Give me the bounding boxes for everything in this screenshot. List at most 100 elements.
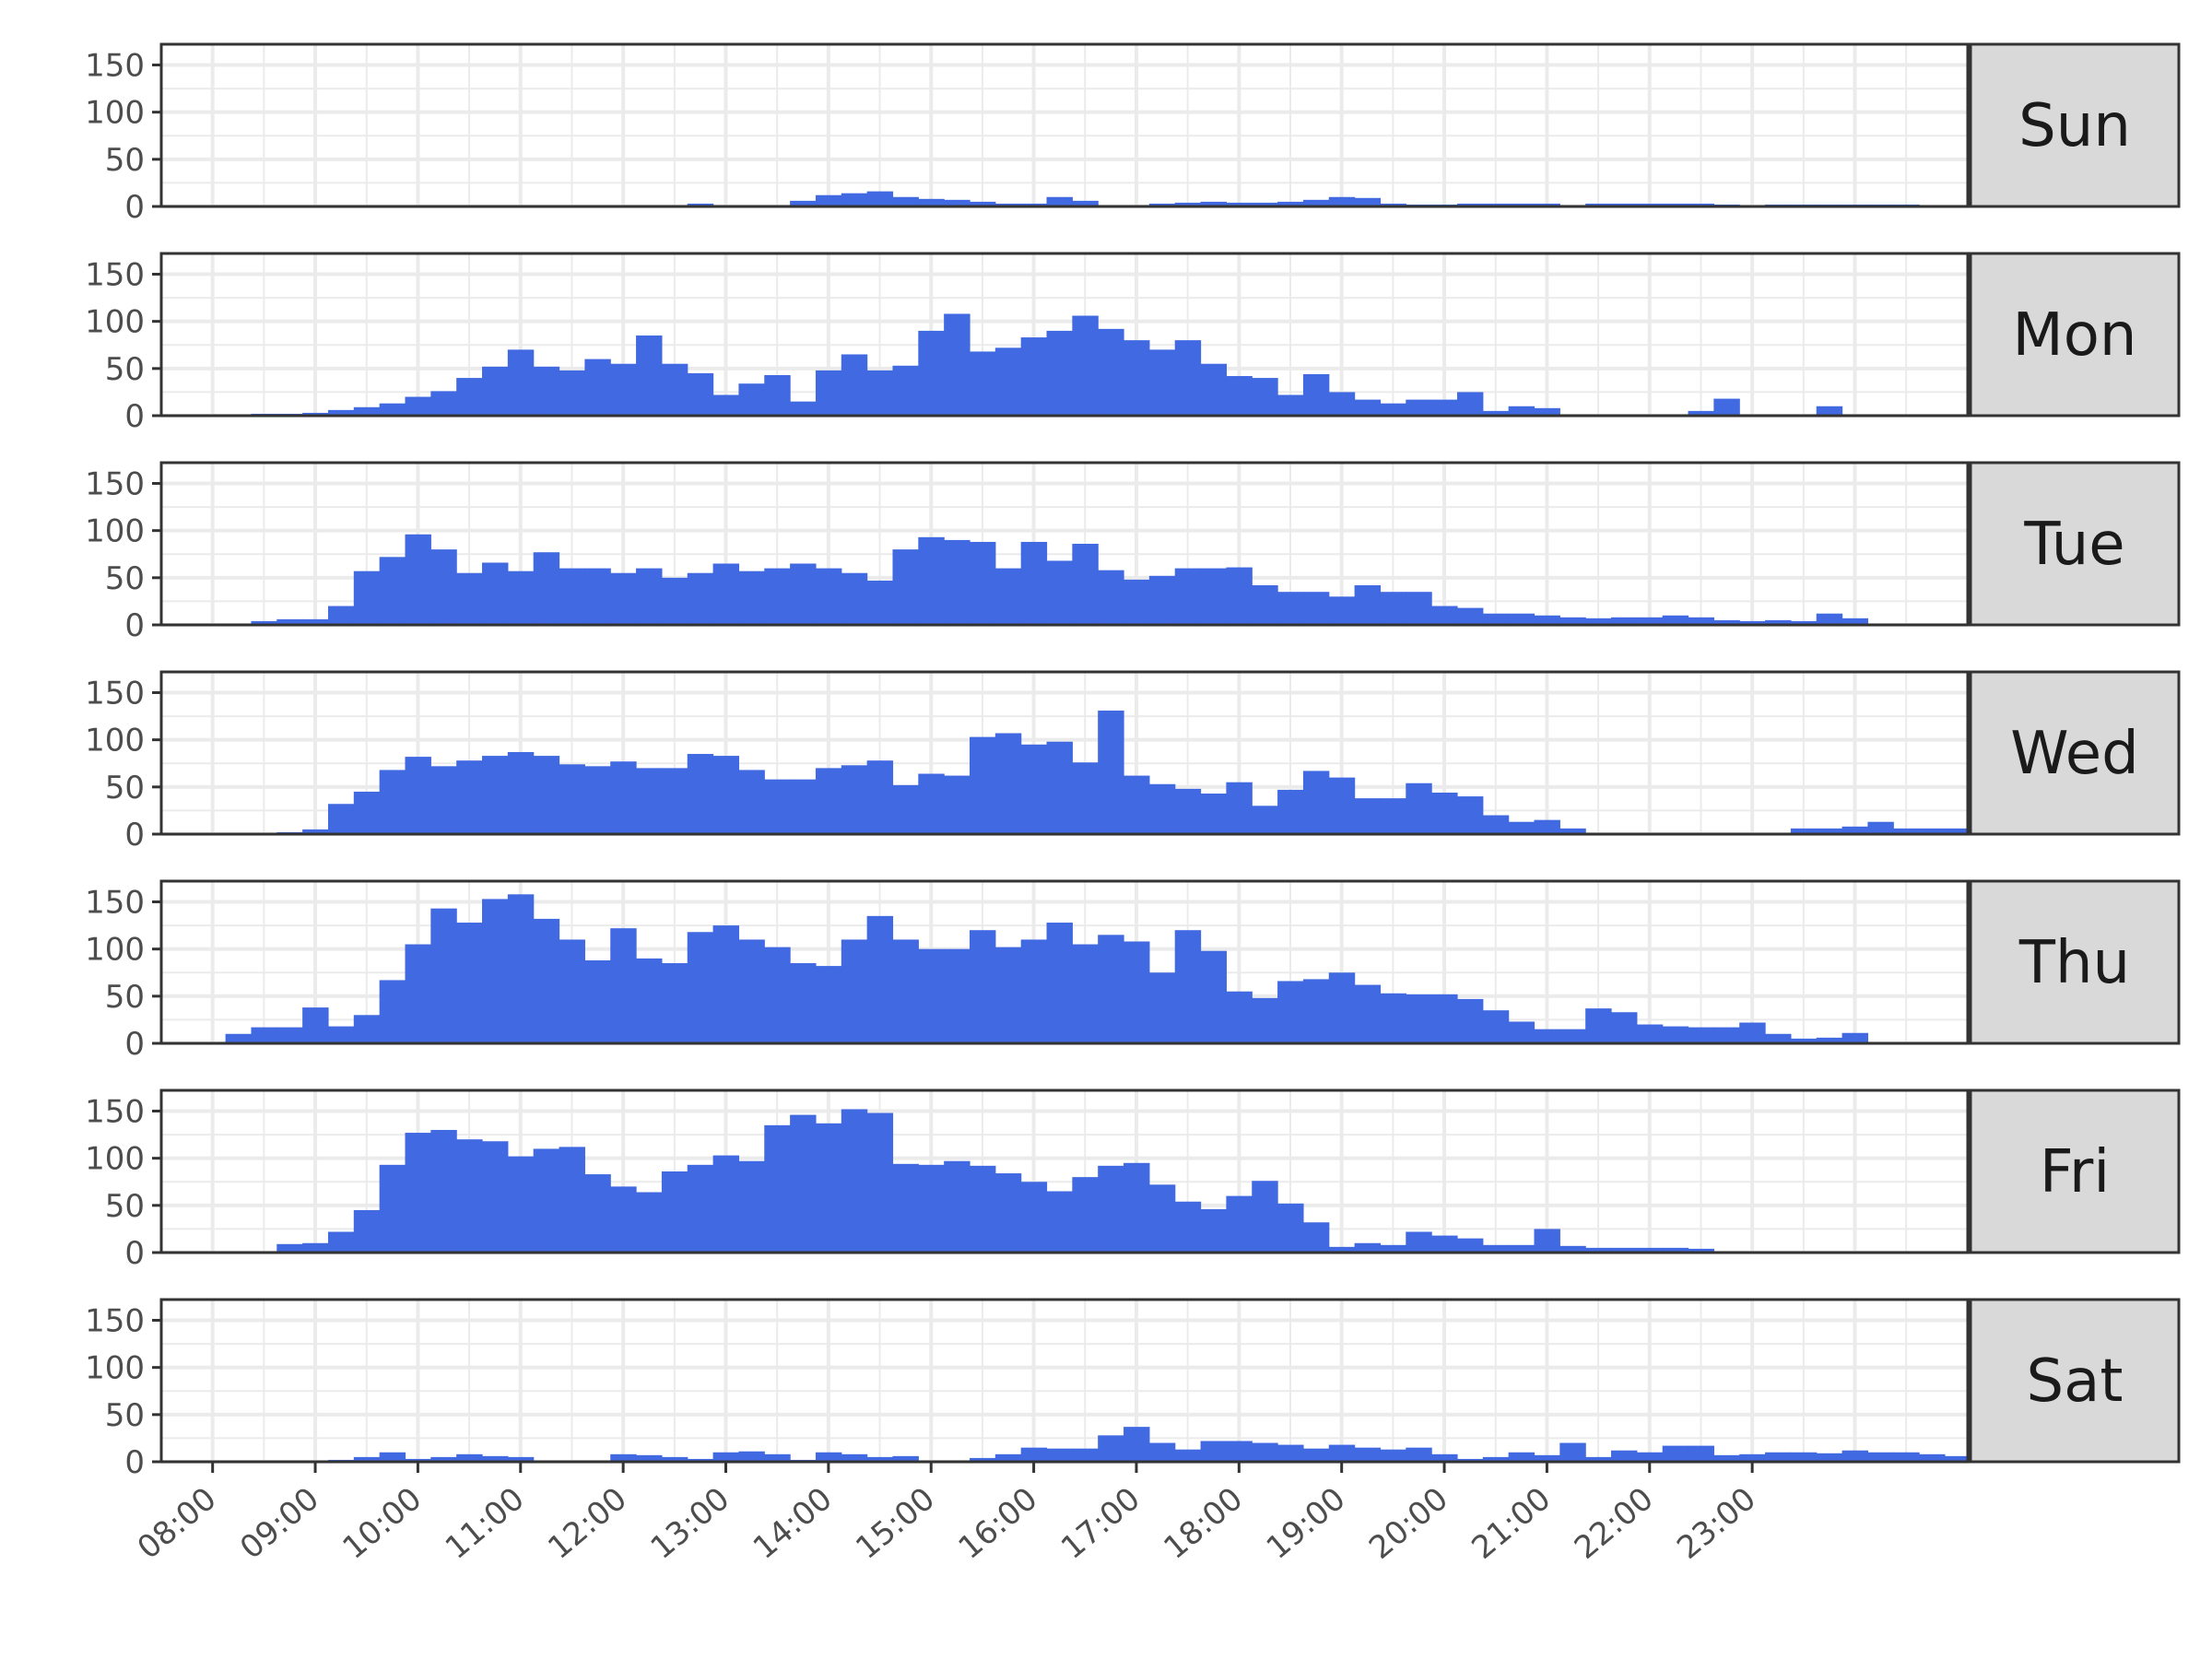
histogram-bar <box>994 1453 1022 1462</box>
histogram-bar <box>712 1155 740 1253</box>
y-tick-label: 0 <box>124 398 145 435</box>
panel-border <box>159 252 1970 418</box>
y-tick-label: 150 <box>85 1094 145 1131</box>
histogram-bar <box>918 198 945 206</box>
histogram-bar <box>1277 592 1304 625</box>
histogram-bar <box>1200 1208 1227 1253</box>
histogram-bar <box>1354 1447 1382 1462</box>
facet-strip <box>1969 879 2181 1045</box>
histogram-bar <box>1482 815 1510 834</box>
histogram-bar <box>1867 821 1894 834</box>
histogram-bar <box>353 1456 381 1462</box>
histogram-bar <box>1559 617 1586 625</box>
histogram-bar <box>507 751 535 834</box>
histogram-bar <box>1482 410 1510 416</box>
histogram-bar <box>738 770 765 834</box>
histogram-bar <box>1200 950 1227 1043</box>
histogram-bar <box>1636 1247 1664 1253</box>
histogram-bar <box>790 200 817 206</box>
histogram-bar <box>892 549 919 625</box>
facet-panel-wed: 0 50 100 150 Wed <box>85 670 2181 853</box>
histogram-bar <box>815 568 842 625</box>
histogram-bar <box>1277 1203 1304 1253</box>
histogram-bar <box>251 620 277 625</box>
y-tick-label: 100 <box>85 932 145 969</box>
histogram-bar <box>815 370 842 416</box>
histogram-bar <box>533 756 560 834</box>
histogram-bar <box>507 894 535 1043</box>
histogram-bar <box>327 1026 355 1043</box>
panel-border <box>159 670 1970 836</box>
histogram-bar <box>1406 994 1432 1043</box>
histogram-bar <box>1380 1244 1406 1253</box>
y-tick-label: 50 <box>105 1397 145 1434</box>
histogram-bar <box>918 330 945 416</box>
facet-strip <box>1969 1298 2181 1464</box>
histogram-bar <box>1688 1445 1714 1462</box>
histogram-bar <box>1252 806 1278 834</box>
histogram-bar <box>815 1452 842 1462</box>
histogram-bar <box>1688 1027 1714 1043</box>
histogram-bar <box>841 193 868 206</box>
histogram-bar <box>687 572 714 625</box>
histogram-bar <box>1559 1029 1586 1043</box>
histogram-bar <box>405 1458 431 1462</box>
histogram-bar <box>1508 1452 1535 1462</box>
histogram-bar <box>482 1455 509 1462</box>
y-tick-label: 0 <box>124 1444 145 1481</box>
histogram-bar <box>1585 618 1612 625</box>
histogram-bar <box>1328 196 1356 206</box>
facet-panel-fri: 0 50 100 150 Fri <box>85 1088 2181 1272</box>
histogram-bar <box>1636 1024 1664 1043</box>
y-tick-label: 100 <box>85 1350 145 1387</box>
histogram-bar <box>1482 1244 1510 1253</box>
histogram-bar <box>1380 203 1406 206</box>
histogram-bar <box>1841 1032 1869 1043</box>
histogram-bar <box>584 359 611 416</box>
histogram-bar <box>1200 1441 1227 1462</box>
histogram-bar <box>738 1451 765 1462</box>
histogram-bar <box>1765 619 1792 625</box>
histogram-bar <box>841 939 868 1043</box>
histogram-bar <box>1739 620 1766 625</box>
histogram-bar <box>1456 203 1484 206</box>
histogram-bar <box>456 1139 483 1253</box>
histogram-bar <box>790 563 817 625</box>
histogram-bar <box>327 606 355 625</box>
histogram-bar <box>815 966 842 1043</box>
y-tick-label: 150 <box>85 257 145 294</box>
facet-strip-label: Sat <box>2027 1347 2124 1416</box>
histogram-bar <box>1790 620 1818 625</box>
histogram-bar <box>405 534 431 625</box>
histogram-bar <box>944 313 971 416</box>
histogram-bar <box>430 766 457 834</box>
histogram-bar <box>1636 203 1664 206</box>
y-tick-label: 100 <box>85 1141 145 1178</box>
histogram-bar <box>1302 979 1330 1043</box>
histogram-bar <box>1508 821 1535 834</box>
histogram-bar <box>661 363 688 416</box>
histogram-bar <box>815 768 842 834</box>
histogram-bar <box>1688 617 1714 625</box>
facet-panel-thu: 0 50 100 150 Thu <box>85 879 2181 1063</box>
histogram-bar <box>1252 1181 1278 1253</box>
facet-panel-sun: 0 50 100 150 Sun <box>85 42 2181 226</box>
histogram-bar <box>1431 1453 1458 1462</box>
histogram-bar <box>738 571 765 625</box>
histogram-bar <box>1302 199 1330 206</box>
histogram-bar <box>353 406 381 416</box>
histogram-bar <box>1636 617 1664 625</box>
y-tick-label: 100 <box>85 304 145 341</box>
histogram-bar <box>892 196 919 206</box>
histogram-bar <box>1534 203 1560 206</box>
histogram-bar <box>661 768 688 834</box>
histogram-bar <box>1919 828 1946 834</box>
histogram-bar <box>327 1231 355 1253</box>
histogram-bar <box>1841 1450 1869 1462</box>
histogram-bar <box>1893 828 1920 834</box>
histogram-bar <box>1302 1222 1330 1253</box>
histogram-bar <box>1380 592 1406 625</box>
histogram-bar <box>1688 410 1714 416</box>
histogram-bar <box>661 577 688 625</box>
histogram-bar <box>1148 203 1176 206</box>
